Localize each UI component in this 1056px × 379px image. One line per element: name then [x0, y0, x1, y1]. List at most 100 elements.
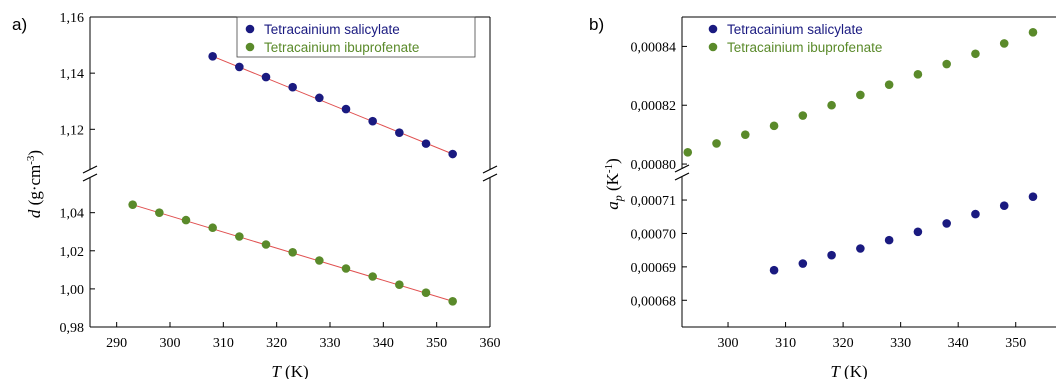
y-axis-label-close: ) — [603, 158, 622, 164]
data-point — [913, 227, 923, 237]
data-point — [769, 265, 779, 275]
data-point — [884, 80, 894, 89]
data-point — [971, 209, 980, 219]
x-tick-label: 340 — [373, 336, 394, 351]
y-tick-label: 1,14 — [60, 67, 85, 82]
x-tick-label: 360 — [480, 336, 501, 351]
data-point — [942, 219, 951, 228]
legend-entry: Tetracainium salicylate — [264, 22, 400, 37]
data-point — [261, 240, 271, 249]
x-axis-label: T (K) — [830, 362, 867, 379]
y-tick-label: 1,12 — [60, 123, 85, 138]
chart-panel-a: a) 290 300 310 320 330 340 350 360 1,12 1,14 1,16 0,… — [12, 11, 501, 379]
y-tick-label: 0,00070 — [631, 227, 677, 242]
data-point — [1028, 27, 1038, 37]
data-point — [315, 93, 324, 103]
data-point — [740, 130, 750, 139]
x-axis-label-var: T — [830, 362, 841, 379]
y-tick-label: 1,16 — [60, 11, 85, 26]
data-point — [448, 149, 457, 159]
legend-entry: Tetracainium ibuprofenate — [264, 40, 419, 55]
y-axis-label: d (g·cm-3) — [25, 150, 44, 218]
x-axis-label-unit: (K) — [281, 362, 309, 379]
data-point — [288, 248, 297, 257]
y-axis-label-unit: (g·cm — [25, 165, 44, 210]
x-tick-label: 330 — [320, 336, 341, 351]
data-point — [942, 59, 951, 69]
legend-marker — [245, 42, 255, 52]
axis-break-right — [482, 165, 498, 174]
x-axis-label: T (K) — [271, 362, 308, 379]
fit-line — [212, 55, 453, 155]
y-tick-label: 0,98 — [60, 321, 85, 336]
data-point — [315, 256, 324, 265]
y-tick-label: 1,04 — [60, 207, 85, 222]
axis-break-left — [674, 164, 690, 173]
data-point — [827, 250, 836, 260]
data-point — [913, 70, 923, 79]
y-axis-label: ap (K-1) — [603, 158, 625, 210]
data-point — [288, 82, 297, 92]
x-tick-label: 340 — [948, 336, 969, 351]
panel-label: b) — [589, 15, 604, 34]
data-point — [971, 49, 980, 59]
y-tick-label: 1,02 — [60, 245, 85, 260]
data-point — [421, 139, 431, 148]
y-axis-label-exp: -1 — [603, 164, 615, 173]
data-point — [683, 147, 693, 157]
legend-marker — [708, 42, 718, 52]
data-point — [208, 52, 217, 61]
x-tick-label: 310 — [775, 336, 796, 351]
x-tick-label: 350 — [1005, 336, 1026, 351]
x-tick-label: 300 — [718, 336, 739, 351]
x-tick-label: 300 — [160, 336, 181, 351]
y-tick-label: 1,00 — [60, 283, 85, 298]
data-point — [798, 259, 808, 268]
data-point — [827, 100, 836, 110]
data-point — [999, 39, 1009, 48]
data-point — [128, 200, 137, 209]
y-tick-label: 0,00082 — [631, 99, 677, 114]
x-tick-label: 320 — [833, 336, 854, 351]
panel-label: a) — [12, 15, 27, 34]
chart-panel-b: b) 300 310 320 330 340 350 0,00080 0,00082 0,0008… — [589, 15, 1056, 379]
data-point — [235, 62, 244, 72]
data-point — [155, 208, 164, 217]
y-tick-label: 0,00068 — [631, 294, 677, 309]
x-axis-label-var: T — [271, 362, 282, 379]
x-tick-label: 310 — [213, 336, 234, 351]
data-point — [341, 264, 351, 273]
legend-marker — [245, 24, 255, 34]
legend-marker — [708, 24, 718, 34]
y-axis-label-sub: p — [611, 195, 625, 202]
data-point — [341, 104, 351, 114]
y-tick-label: 0,00080 — [631, 158, 677, 173]
legend-entry: Tetracainium ibuprofenate — [727, 40, 882, 55]
legend-entry: Tetracainium salicylate — [727, 22, 863, 37]
legend-box — [236, 16, 476, 58]
x-tick-label: 320 — [266, 336, 287, 351]
x-tick-label: 350 — [426, 336, 447, 351]
axis-break-left — [82, 173, 98, 182]
y-axis-label-exp: -3 — [25, 155, 37, 165]
data-point — [712, 139, 721, 148]
data-point — [999, 201, 1009, 211]
data-point — [884, 235, 894, 245]
x-tick-label: 330 — [890, 336, 911, 351]
data-point — [395, 128, 404, 137]
axis-break-left — [674, 172, 690, 181]
data-point — [1028, 192, 1038, 202]
y-axis-label-close: ) — [25, 150, 44, 156]
x-axis-label-unit: (K) — [840, 362, 868, 379]
data-point — [368, 116, 377, 126]
y-axis-label-unit: (K — [603, 172, 622, 195]
data-point — [448, 296, 457, 306]
data-point — [856, 244, 865, 253]
y-tick-label: 0,00069 — [631, 261, 677, 276]
data-point — [769, 121, 779, 131]
data-point — [235, 232, 244, 241]
y-axis-label-var: d — [25, 209, 44, 218]
y-tick-label: 0,00084 — [631, 40, 677, 55]
x-tick-label: 290 — [106, 336, 127, 351]
